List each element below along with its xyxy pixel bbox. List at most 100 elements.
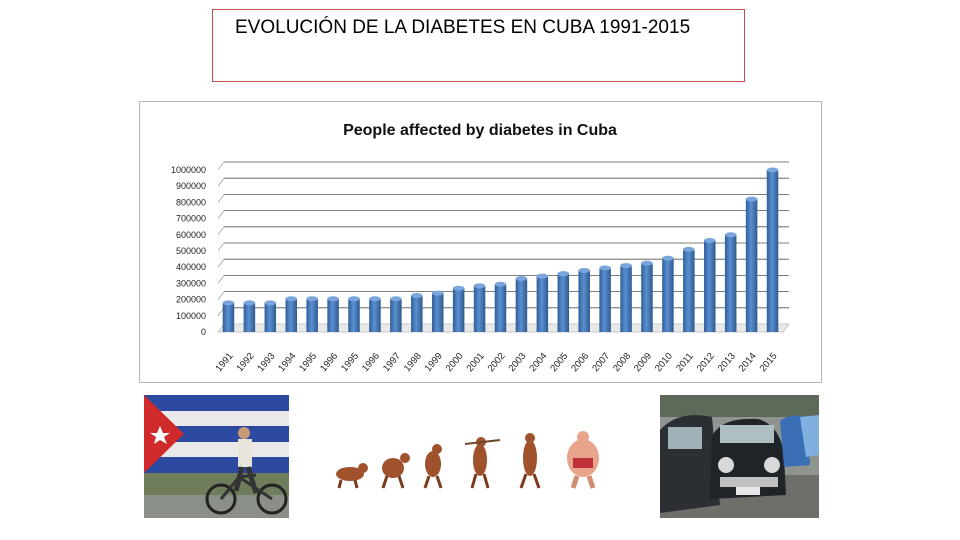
y-tick-label: 900000	[176, 181, 206, 191]
bar	[704, 240, 716, 332]
y-tick-label: 0	[201, 327, 206, 337]
gridline-edge	[217, 194, 225, 203]
bar-top	[641, 260, 653, 266]
y-tick-label: 700000	[176, 214, 206, 224]
bar-chart: People affected by diabetes in Cuba 0 100…	[171, 122, 790, 374]
x-tick-label: 2005	[548, 351, 570, 374]
bar-top	[745, 196, 758, 202]
x-tick-label: 1992	[234, 351, 256, 374]
bar-top	[662, 255, 674, 261]
bar-top	[431, 290, 444, 296]
x-tick-label: 1991	[214, 351, 236, 374]
y-tick-label: 1000000	[171, 165, 206, 175]
flag-cyclist-photo	[144, 395, 289, 518]
evolution-illustration	[325, 430, 615, 492]
x-tick-label: 2002	[486, 351, 508, 374]
chart-title: People affected by diabetes in Cuba	[343, 122, 617, 139]
bar	[285, 298, 297, 332]
bar-top	[494, 281, 507, 287]
x-tick-label: 2012	[695, 351, 717, 374]
bar-top	[327, 296, 339, 302]
bar-top	[557, 271, 570, 277]
bar	[369, 298, 381, 332]
bar	[662, 258, 674, 332]
x-tick-label: 1996	[360, 351, 382, 374]
bar	[390, 298, 402, 332]
bar	[431, 293, 444, 332]
x-tick-label: 2015	[758, 351, 780, 374]
x-tick-label: 2003	[507, 351, 529, 374]
bar	[641, 263, 653, 332]
y-tick-label: 600000	[176, 230, 206, 240]
x-tick-label: 2011	[674, 351, 696, 374]
gridline-edge	[217, 275, 225, 284]
gridline-edge	[217, 161, 225, 171]
y-tick-label: 200000	[176, 295, 206, 305]
bar	[620, 265, 632, 332]
bar	[494, 284, 507, 332]
bar	[327, 298, 339, 332]
gridline-edge	[217, 259, 225, 268]
x-tick-label: 1999	[423, 351, 445, 374]
bar-top	[452, 285, 465, 291]
y-tick-label: 800000	[176, 197, 206, 207]
bar	[745, 199, 758, 332]
bar-top	[515, 276, 528, 282]
bar-top	[264, 300, 277, 306]
bar-top	[243, 300, 256, 306]
x-tick-label: 2009	[632, 351, 654, 374]
bar-top	[348, 296, 360, 302]
bar	[683, 249, 695, 332]
gridline-edge	[217, 178, 225, 187]
bar-top	[620, 263, 632, 269]
bar	[578, 270, 590, 332]
bar	[473, 285, 486, 332]
y-tick-label: 500000	[176, 246, 206, 256]
x-axis-ticks: 1991199219931994199519961995199619971998…	[214, 351, 780, 374]
bar	[243, 302, 256, 332]
y-tick-label: 300000	[176, 278, 206, 288]
bar	[452, 288, 465, 332]
bar-top	[599, 265, 611, 271]
y-axis-ticks: 0 100000 200000 300000 400000 500000 600000 700…	[171, 165, 206, 337]
bar-top	[390, 296, 402, 302]
x-tick-label: 2007	[590, 351, 612, 374]
bar-top	[473, 283, 486, 289]
x-tick-label: 2000	[444, 351, 466, 374]
x-tick-label: 1994	[276, 351, 298, 374]
x-tick-label: 1998	[402, 351, 424, 374]
chart-frame: People affected by diabetes in Cuba 0 100…	[139, 101, 822, 383]
bar	[348, 298, 360, 332]
x-tick-label: 2001	[465, 351, 487, 374]
y-tick-label: 100000	[176, 311, 206, 321]
bar	[599, 268, 611, 332]
bar-top	[306, 296, 318, 302]
bar-top	[724, 232, 737, 238]
bar-top	[683, 246, 695, 252]
bar	[557, 273, 570, 332]
bar	[536, 276, 549, 332]
bar-top	[536, 273, 549, 279]
bar	[515, 278, 528, 332]
title-box: EVOLUCIÓN DE LA DIABETES EN CUBA 1991-20…	[212, 9, 745, 82]
x-tick-label: 1996	[318, 351, 340, 374]
x-tick-label: 2006	[569, 351, 591, 374]
x-tick-label: 1995	[339, 351, 361, 374]
gridline-edge	[217, 291, 225, 300]
y-tick-label: 400000	[176, 262, 206, 272]
bar	[306, 298, 318, 332]
x-tick-label: 1995	[297, 351, 319, 374]
bar-top	[766, 167, 779, 173]
bar-top	[411, 293, 423, 299]
bar	[724, 234, 737, 332]
bar	[264, 302, 277, 332]
bar	[411, 295, 423, 332]
bar-top	[704, 237, 716, 243]
classic-cars-photo	[660, 395, 819, 518]
x-tick-label: 1993	[255, 351, 277, 374]
bar-top	[285, 296, 297, 302]
x-tick-label: 2014	[737, 351, 759, 374]
bar-top	[369, 296, 381, 302]
gridline-edge	[217, 210, 225, 219]
bar	[222, 302, 235, 332]
